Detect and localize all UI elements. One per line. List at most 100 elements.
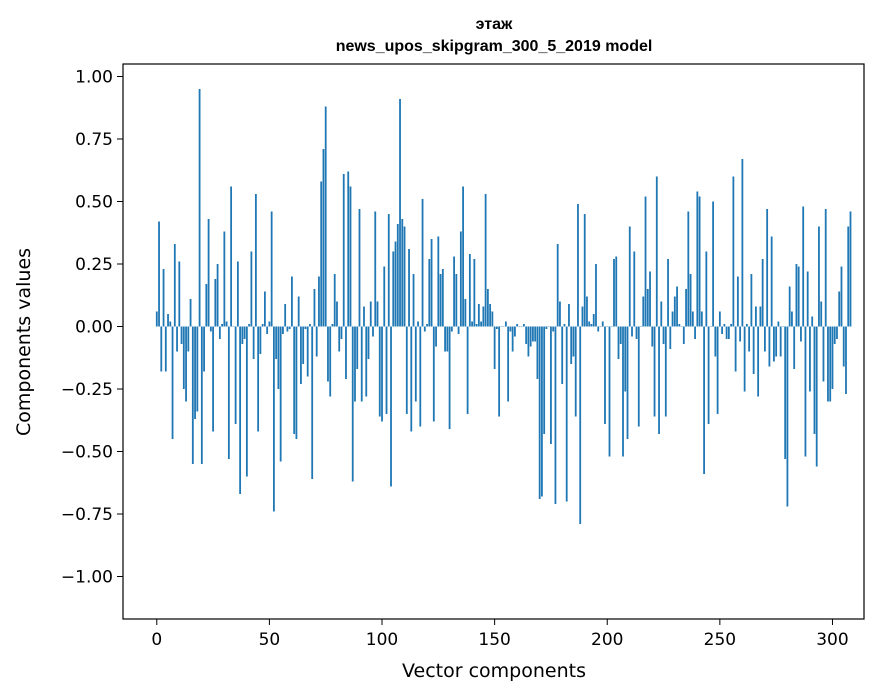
y-tick-label: −0.75 bbox=[61, 505, 113, 525]
bar bbox=[721, 326, 724, 334]
bar bbox=[428, 259, 431, 327]
bar bbox=[590, 324, 593, 327]
bar bbox=[813, 326, 816, 434]
bar bbox=[815, 326, 818, 467]
bar bbox=[687, 211, 690, 327]
bar bbox=[252, 326, 255, 359]
bar bbox=[203, 326, 205, 372]
bar bbox=[173, 244, 176, 327]
bar bbox=[291, 276, 293, 327]
bar bbox=[484, 194, 487, 327]
bar bbox=[414, 326, 417, 402]
y-tick-label: 1.00 bbox=[75, 68, 113, 88]
x-tick-label: 300 bbox=[816, 630, 848, 650]
bar bbox=[444, 326, 446, 352]
bar bbox=[707, 326, 710, 424]
bar bbox=[385, 326, 388, 414]
bar bbox=[509, 326, 512, 332]
bar bbox=[732, 176, 735, 327]
bar bbox=[320, 181, 323, 327]
bar bbox=[329, 326, 332, 397]
bar bbox=[581, 306, 584, 327]
bar bbox=[646, 289, 649, 327]
bar bbox=[727, 326, 730, 339]
bar bbox=[419, 326, 422, 427]
bar bbox=[712, 201, 714, 327]
bar bbox=[565, 326, 568, 502]
bar bbox=[829, 326, 832, 402]
bar bbox=[745, 324, 748, 327]
bar bbox=[304, 326, 307, 329]
bar bbox=[714, 326, 717, 357]
bar bbox=[818, 226, 820, 327]
bar bbox=[725, 326, 728, 339]
bar bbox=[473, 259, 476, 327]
bar bbox=[705, 251, 708, 327]
bar bbox=[182, 326, 185, 389]
x-axis-label: Vector components bbox=[402, 660, 586, 682]
bar bbox=[504, 321, 507, 327]
bar bbox=[408, 249, 410, 327]
bar bbox=[836, 326, 838, 339]
bar bbox=[441, 269, 444, 327]
bar bbox=[754, 306, 757, 327]
bar bbox=[189, 299, 192, 327]
bar bbox=[694, 326, 696, 339]
bar bbox=[752, 326, 755, 374]
bar bbox=[221, 324, 223, 327]
bar bbox=[196, 326, 199, 412]
bar bbox=[236, 261, 239, 327]
bar bbox=[655, 176, 658, 327]
bar bbox=[685, 289, 687, 327]
bar bbox=[331, 324, 334, 327]
bar bbox=[635, 326, 638, 339]
bar bbox=[563, 324, 566, 327]
bar bbox=[286, 326, 289, 332]
bar bbox=[811, 316, 814, 327]
bar bbox=[313, 289, 316, 327]
bar bbox=[309, 324, 311, 327]
bar bbox=[559, 301, 561, 327]
bar bbox=[405, 326, 408, 414]
bar bbox=[293, 326, 296, 434]
bar bbox=[257, 326, 260, 432]
bar bbox=[367, 326, 370, 359]
bar bbox=[209, 326, 212, 332]
y-axis-ticks: −1.00 −0.75 −0.50 −0.25 0.00 0.25 0.50 0.75 1.00 bbox=[61, 68, 123, 588]
bar bbox=[475, 324, 478, 327]
bar bbox=[757, 326, 760, 397]
bar bbox=[802, 206, 805, 327]
bar bbox=[845, 326, 847, 394]
bar bbox=[185, 326, 187, 402]
bar bbox=[482, 306, 485, 327]
bar bbox=[376, 301, 379, 327]
bar bbox=[786, 326, 789, 507]
bar bbox=[288, 326, 291, 329]
bar bbox=[387, 214, 390, 327]
bar bbox=[651, 326, 654, 347]
bar bbox=[284, 304, 287, 327]
chart-title: этаж bbox=[476, 16, 513, 33]
bar bbox=[171, 326, 174, 439]
bar bbox=[218, 326, 221, 339]
y-tick-label: −1.00 bbox=[61, 568, 113, 588]
bar bbox=[266, 326, 269, 334]
chart-subtitle: news_upos_skipgram_300_5_2019 model bbox=[336, 38, 653, 55]
bar bbox=[788, 286, 791, 327]
bar bbox=[613, 259, 615, 327]
bar bbox=[158, 221, 160, 327]
bar bbox=[270, 211, 273, 327]
bar bbox=[396, 224, 399, 327]
bar bbox=[642, 296, 645, 327]
bar bbox=[327, 326, 329, 382]
bar bbox=[662, 326, 665, 344]
y-tick-label: 0.75 bbox=[75, 130, 113, 150]
bar bbox=[545, 326, 548, 329]
bar bbox=[259, 326, 262, 354]
bar bbox=[586, 296, 588, 327]
bar bbox=[365, 326, 368, 397]
bar bbox=[282, 326, 284, 334]
bar bbox=[561, 326, 564, 384]
bar bbox=[205, 284, 208, 327]
bar bbox=[568, 304, 570, 327]
